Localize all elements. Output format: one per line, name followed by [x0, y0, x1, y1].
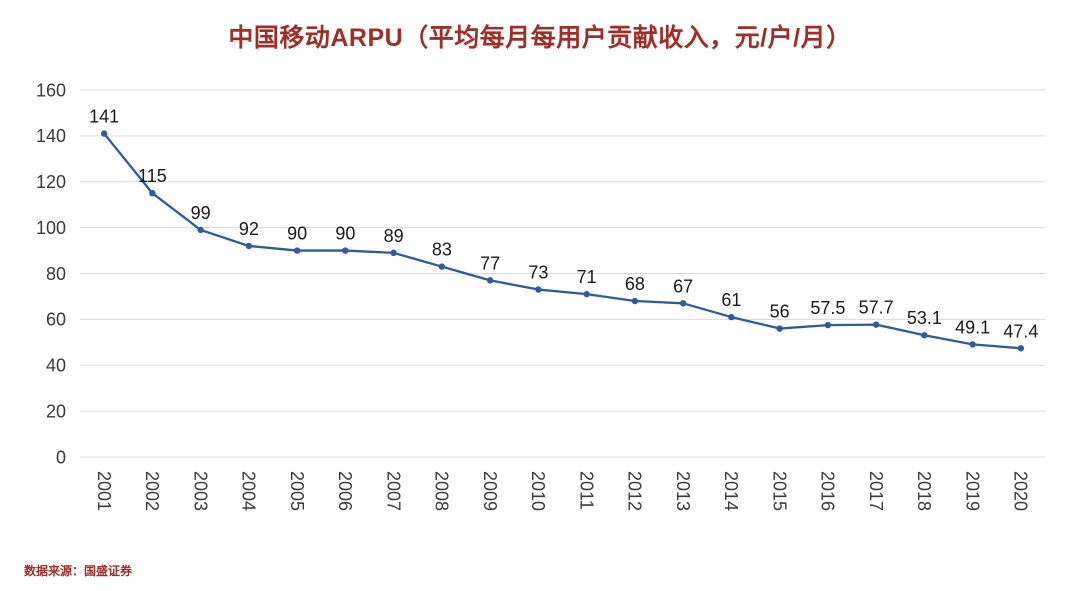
y-axis-tick-label: 140	[36, 126, 66, 146]
data-point-marker	[679, 300, 687, 307]
data-point-marker	[390, 249, 397, 257]
data-point-marker	[824, 321, 832, 329]
data-point-label: 47.4	[1003, 321, 1038, 341]
data-point-label: 99	[191, 203, 211, 223]
x-axis-tick-label: 2014	[721, 471, 741, 511]
arpu-line-chart: 0 20 40 60 80 100 120 140 160 2001 2002 2003 2004 200…	[36, 80, 1045, 511]
data-point-marker	[486, 277, 494, 284]
arpu-series-line	[102, 132, 1023, 350]
chart-title: 中国移动ARPU（平均每月每用户贡献收入，元/户/月）	[228, 24, 852, 52]
y-axis-tick-label: 20	[46, 401, 66, 421]
data-point-label: 57.5	[810, 298, 845, 318]
data-point-label: 73	[528, 263, 548, 283]
x-axis-tick-label: 2015	[769, 471, 789, 511]
y-axis-tick-label: 120	[36, 172, 66, 192]
data-point-label: 61	[721, 290, 741, 310]
x-axis-tick-label: 2010	[528, 471, 548, 511]
x-axis-tick-label: 2019	[962, 471, 982, 511]
x-axis-tick-label: 2004	[239, 471, 259, 511]
data-point-label: 53.1	[907, 308, 942, 328]
data-point-marker	[245, 242, 253, 250]
data-point-marker	[631, 297, 639, 305]
x-axis-tick-label: 2013	[673, 471, 693, 511]
data-point-marker	[535, 286, 542, 293]
x-axis-tick-label: 2008	[432, 471, 452, 511]
data-point-marker	[100, 130, 108, 137]
x-axis-tick-label: 2012	[625, 471, 645, 511]
data-point-marker	[1017, 345, 1025, 352]
y-axis-tick-label: 160	[36, 80, 66, 100]
x-axis-tick-label: 2016	[818, 471, 838, 511]
data-point-marker	[197, 226, 204, 234]
y-axis-tick-label: 80	[46, 264, 66, 284]
data-point-label: 115	[138, 166, 167, 186]
y-axis-tick-label: 0	[56, 447, 66, 467]
data-point-marker	[438, 263, 446, 270]
data-point-label: 83	[432, 240, 452, 260]
data-point-label: 89	[384, 226, 404, 246]
data-point-label: 141	[89, 107, 119, 127]
x-axis-tick-label: 2002	[142, 471, 162, 511]
data-point-label: 77	[480, 253, 500, 273]
data-source-label: 数据来源：国盛证券	[24, 564, 133, 578]
data-point-label: 67	[673, 276, 693, 296]
y-axis-tick-label: 40	[46, 356, 66, 376]
data-point-label: 68	[625, 274, 645, 294]
data-point-marker	[872, 321, 880, 328]
data-point-label: 92	[239, 219, 259, 239]
x-axis-tick-label: 2009	[480, 471, 500, 511]
x-axis-tick-label: 2007	[383, 471, 403, 511]
x-axis-tick-label: 2020	[1011, 471, 1031, 511]
y-axis-tick-label: 100	[36, 218, 66, 238]
y-axis-tick-label: 60	[46, 310, 66, 330]
data-point-label: 90	[335, 224, 355, 244]
x-axis-tick-label: 2017	[866, 471, 886, 511]
x-axis-tick-label: 2018	[914, 471, 934, 511]
x-axis-tick-label: 2006	[335, 471, 355, 511]
data-point-marker	[728, 313, 735, 321]
data-point-marker	[293, 247, 301, 254]
x-axis-tick-label: 2001	[94, 471, 114, 511]
data-point-label: 90	[287, 224, 307, 244]
x-axis-tick-label: 2005	[287, 471, 307, 511]
data-point-marker	[149, 190, 156, 197]
data-point-marker	[342, 247, 349, 254]
data-point-marker	[776, 325, 783, 332]
data-point-marker	[921, 332, 928, 339]
data-point-label: 49.1	[955, 317, 990, 337]
data-point-marker	[969, 341, 976, 348]
x-axis-tick-label: 2003	[190, 471, 210, 511]
data-point-label: 71	[577, 267, 597, 287]
x-axis-tick-label: 2011	[576, 471, 596, 510]
data-point-label: 57.7	[859, 298, 894, 318]
data-point-marker	[583, 290, 590, 298]
data-point-label: 56	[770, 302, 790, 322]
